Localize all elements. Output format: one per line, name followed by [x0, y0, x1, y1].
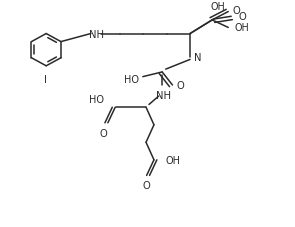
Text: HO: HO: [124, 74, 139, 84]
Text: O: O: [100, 128, 107, 138]
Text: N: N: [194, 52, 201, 62]
Text: HO: HO: [89, 95, 104, 105]
Text: O: O: [239, 12, 246, 22]
Text: OH: OH: [211, 2, 225, 12]
Text: O: O: [177, 81, 184, 91]
Text: OH: OH: [235, 23, 250, 33]
Text: O: O: [232, 6, 240, 16]
Text: O: O: [142, 181, 150, 191]
Text: I: I: [44, 74, 47, 84]
Text: NH: NH: [156, 91, 171, 101]
Text: NH: NH: [88, 30, 104, 39]
Text: OH: OH: [166, 155, 181, 165]
